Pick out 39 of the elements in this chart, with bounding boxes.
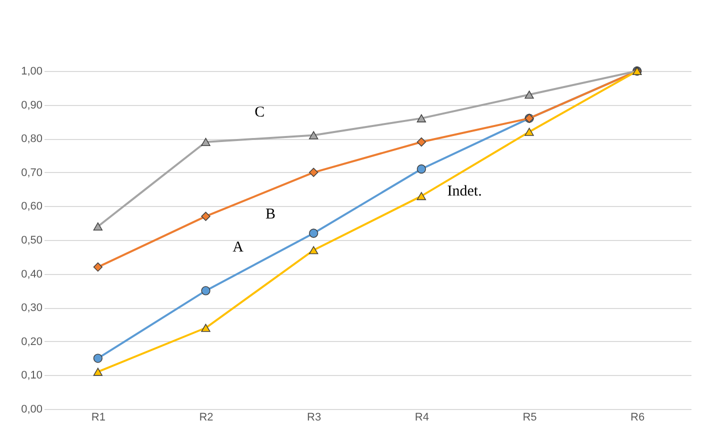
series-label: C	[254, 104, 265, 121]
x-tick-label: R5	[522, 412, 537, 424]
x-tick-label: R2	[199, 412, 214, 424]
point	[309, 228, 318, 238]
point	[416, 114, 426, 122]
y-tick-label: 0,80	[21, 133, 42, 146]
point	[524, 128, 534, 136]
y-tick-label: 0,50	[21, 234, 42, 246]
point	[93, 368, 102, 376]
series-label: Indet.	[447, 184, 482, 200]
point	[93, 262, 102, 272]
y-tick-label: 0,00	[21, 404, 42, 416]
point	[93, 222, 102, 231]
y-tick-label: 0,90	[21, 99, 42, 112]
y-tick-label: 0,40	[21, 268, 42, 280]
point	[416, 192, 426, 200]
x-tick-label: R1	[91, 412, 106, 424]
y-tick-label: 0,10	[21, 370, 42, 382]
y-tick-label: 0,60	[21, 200, 42, 213]
y-tick-label: 0,30	[21, 302, 42, 314]
point	[416, 164, 426, 174]
x-tick-label: R3	[307, 412, 322, 424]
x-tick-label: R6	[630, 412, 645, 424]
series-label: B	[265, 206, 276, 223]
x-tick-label: R4	[414, 412, 429, 424]
point	[201, 212, 210, 221]
y-tick-label: 0,70	[21, 166, 42, 179]
series-label: A	[232, 239, 244, 256]
y-tick-label: 0,20	[21, 336, 42, 348]
point	[309, 168, 318, 177]
y-tick-label: 1,00	[21, 66, 42, 78]
point	[524, 90, 534, 99]
point	[201, 286, 210, 296]
point	[201, 138, 210, 146]
point	[309, 246, 318, 254]
point	[416, 137, 426, 147]
point	[93, 354, 102, 363]
point	[309, 131, 318, 140]
point	[201, 324, 210, 332]
